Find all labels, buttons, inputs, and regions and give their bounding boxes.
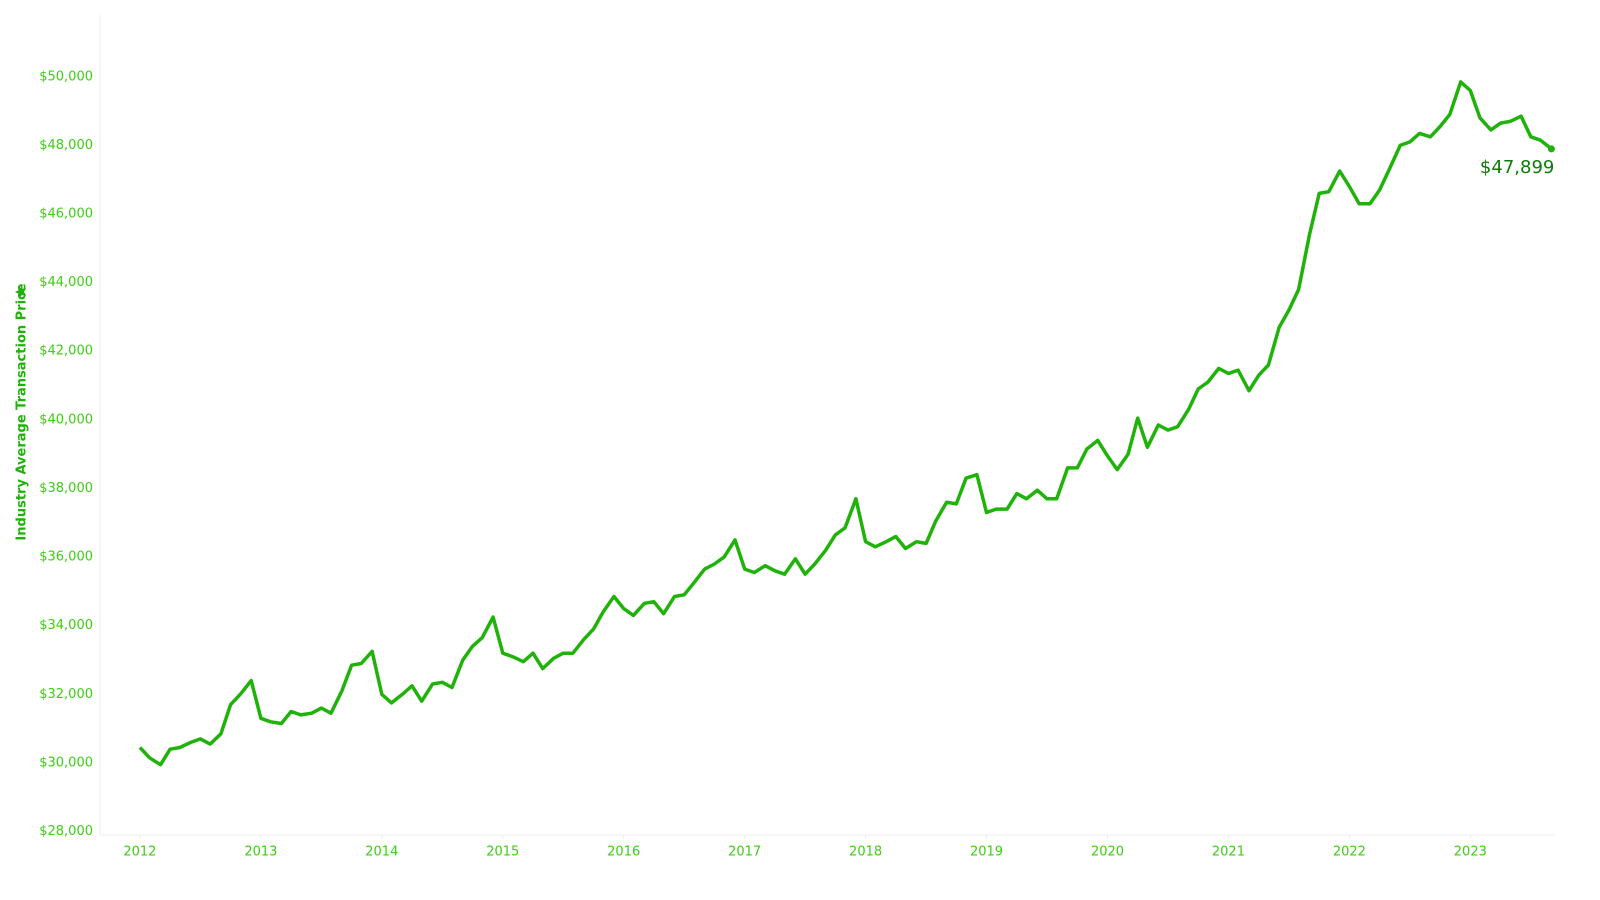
y-tick-label: $36,000 xyxy=(39,550,93,565)
y-tick-label: $44,000 xyxy=(39,275,93,290)
x-tick-label: 2022 xyxy=(1333,845,1366,860)
y-tick-label: $40,000 xyxy=(39,412,93,427)
price-line xyxy=(138,80,1553,767)
y-tick-label: $38,000 xyxy=(39,481,93,496)
y-tick-label: $34,000 xyxy=(39,618,93,633)
y-axis-title: Industry Average Transaction Price xyxy=(15,283,30,540)
y-tick-label: $46,000 xyxy=(39,206,93,221)
end-point xyxy=(1547,145,1555,153)
x-tick-label: 2021 xyxy=(1212,845,1245,860)
x-tick-label: 2016 xyxy=(607,845,640,860)
y-tick-label: $42,000 xyxy=(39,344,93,359)
y-tick-label: $30,000 xyxy=(39,755,93,770)
y-tick-label: $32,000 xyxy=(39,687,93,702)
x-tick-label: 2020 xyxy=(1091,845,1124,860)
y-tick-label: $50,000 xyxy=(39,69,93,84)
x-tick-label: 2019 xyxy=(970,845,1003,860)
y-tick-label: $48,000 xyxy=(39,138,93,153)
x-tick-label: 2012 xyxy=(123,845,156,860)
x-tick-label: 2014 xyxy=(365,845,398,860)
value-label: $47,899 xyxy=(1480,157,1554,178)
x-tick-label: 2013 xyxy=(244,845,277,860)
x-tick-label: 2023 xyxy=(1454,845,1487,860)
x-tick-label: 2017 xyxy=(728,845,761,860)
x-tick-label: 2018 xyxy=(849,845,882,860)
y-tick-label: $28,000 xyxy=(39,824,93,839)
pin-icon xyxy=(15,286,26,298)
x-tick-label: 2015 xyxy=(486,845,519,860)
